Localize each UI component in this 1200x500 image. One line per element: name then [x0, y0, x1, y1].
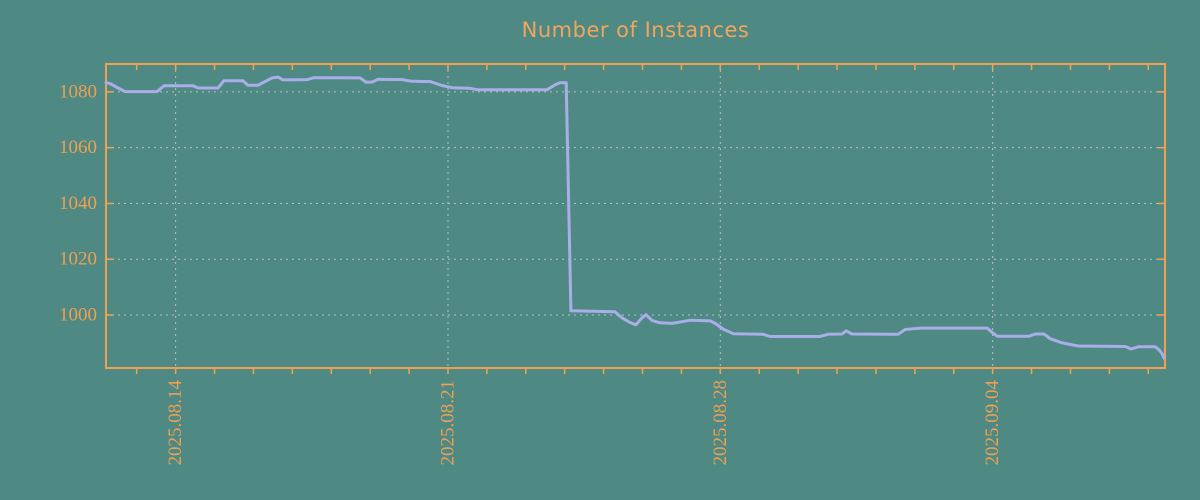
x-axis-tick-label: 2025.08.21 [437, 380, 458, 466]
x-axis-tick-label: 2025.08.28 [710, 380, 731, 466]
x-axis-tick-label: 2025.09.04 [982, 380, 1003, 466]
chart-title: Number of Instances [521, 18, 750, 42]
plot-border [105, 63, 1166, 369]
y-axis-tick-label: 1060 [59, 137, 97, 158]
y-axis-tick-label: 1000 [59, 305, 97, 326]
y-axis-tick-label: 1020 [59, 249, 97, 270]
y-axis-tick-label: 1040 [59, 193, 97, 214]
instances-data-line [104, 75, 1166, 360]
y-axis-tick-label: 1080 [59, 81, 97, 102]
x-axis-tick-label: 2025.08.14 [165, 380, 186, 466]
